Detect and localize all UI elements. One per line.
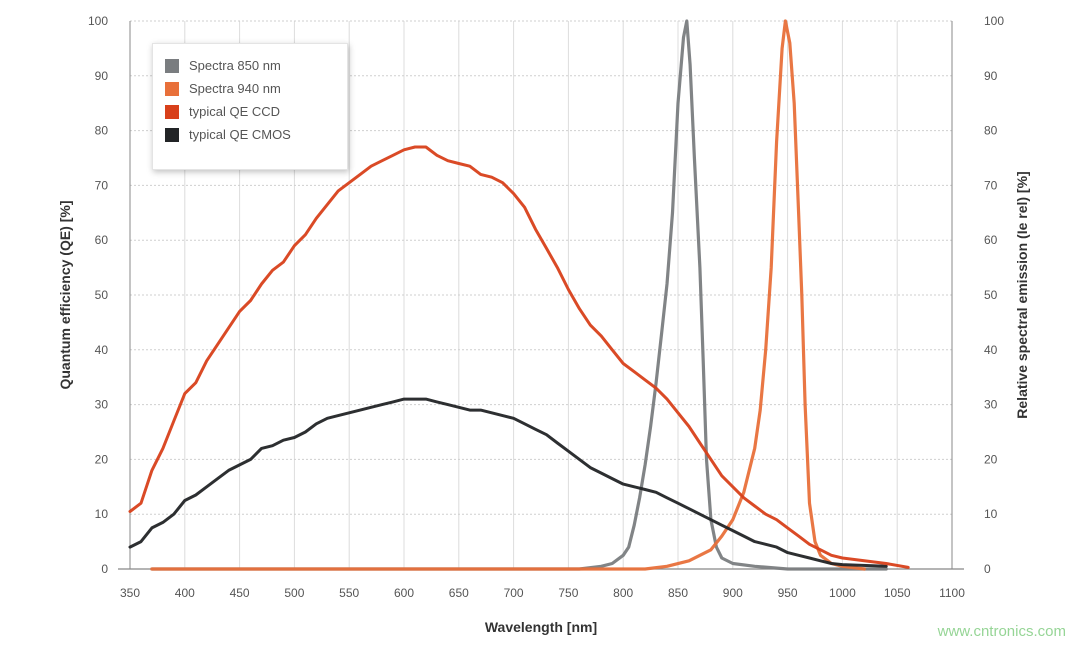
y2-axis-label: Relative spectral emission (Ie rel) [%]: [1014, 171, 1030, 418]
x-tick-label: 900: [723, 586, 743, 600]
x-tick-label: 850: [668, 586, 688, 600]
y2-tick-label: 10: [984, 507, 998, 521]
x-tick-label: 400: [175, 586, 195, 600]
y-tick-label: 0: [101, 562, 108, 576]
x-tick-label: 550: [339, 586, 359, 600]
series-line-typical-qe-ccd: [128, 145, 910, 569]
y-tick-label: 10: [95, 507, 109, 521]
x-tick-label: 950: [778, 586, 798, 600]
watermark: www.cntronics.com: [937, 623, 1066, 640]
legend-label: Spectra 850 nm: [189, 58, 281, 73]
legend-item: Spectra 850 nm: [165, 54, 347, 77]
x-tick-label: 1000: [829, 586, 856, 600]
y2-tick-label: 30: [984, 398, 998, 412]
legend-swatch: [165, 58, 179, 73]
x-tick-label: 1050: [884, 586, 911, 600]
legend-item: typical QE CMOS: [165, 123, 347, 146]
y-tick-label: 90: [95, 69, 109, 83]
x-tick-label: 350: [120, 586, 140, 600]
series-lines: [128, 19, 910, 571]
y-tick-label: 100: [88, 14, 108, 28]
x-axis-label: Wavelength [nm]: [485, 619, 597, 635]
y-tick-label: 40: [95, 343, 109, 357]
y2-tick-label: 60: [984, 233, 998, 247]
y2-tick-label: 90: [984, 69, 998, 83]
x-tick-label: 650: [449, 586, 469, 600]
y-tick-label: 30: [95, 398, 109, 412]
x-tick-label: 450: [230, 586, 250, 600]
legend-label: Spectra 940 nm: [189, 81, 281, 96]
y2-tick-label: 0: [984, 562, 991, 576]
y2-tick-label: 50: [984, 288, 998, 302]
legend-swatch: [165, 81, 179, 96]
x-tick-label: 800: [613, 586, 633, 600]
y-tick-label: 50: [95, 288, 109, 302]
x-tick-label: 700: [504, 586, 524, 600]
grid: [130, 20, 953, 569]
y-tick-label: 80: [95, 124, 109, 138]
axes: 350 400 450 500 550 600 650 700 750 800 850 900 950 1…: [88, 14, 1004, 600]
series-line-spectra-850-nm: [150, 19, 888, 571]
y2-tick-label: 70: [984, 178, 998, 192]
legend-label: typical QE CCD: [189, 104, 281, 119]
series-line-spectra-940-nm: [150, 19, 866, 571]
y2-tick-label: 80: [984, 124, 998, 138]
y2-tick-label: 20: [984, 452, 998, 466]
y-axis-label: Quantum efficiency (QE) [%]: [57, 200, 73, 389]
x-tick-label: 500: [284, 586, 304, 600]
y2-tick-label: 100: [984, 14, 1004, 28]
x-tick-label: 1100: [939, 586, 965, 600]
legend: Spectra 850 nm Spectra 940 nm typical QE…: [152, 43, 348, 170]
series-line-typical-qe-cmos: [128, 397, 888, 568]
legend-item: typical QE CCD: [165, 100, 347, 123]
legend-swatch: [165, 127, 179, 142]
x-tick-label: 600: [394, 586, 414, 600]
y-tick-label: 60: [95, 233, 109, 247]
y2-tick-label: 40: [984, 343, 998, 357]
y-tick-label: 20: [95, 452, 109, 466]
legend-swatch: [165, 104, 179, 119]
y-tick-label: 70: [95, 178, 109, 192]
x-tick-label: 750: [558, 586, 578, 600]
legend-item: Spectra 940 nm: [165, 77, 347, 100]
legend-label: typical QE CMOS: [189, 127, 291, 142]
